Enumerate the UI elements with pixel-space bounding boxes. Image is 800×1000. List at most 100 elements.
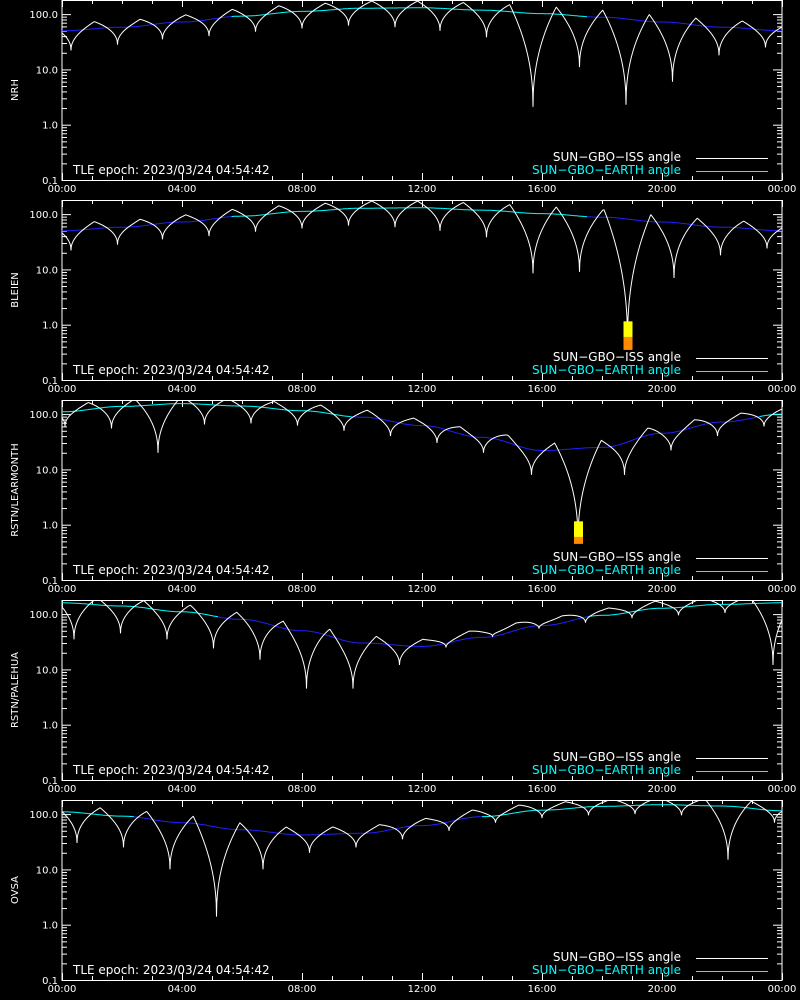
y-tick-label: 1.0 xyxy=(42,321,58,332)
y-axis-label: RSTN/LEARMONTH xyxy=(10,443,21,537)
y-axis-label: RSTN/PALEHUA xyxy=(10,652,21,728)
x-tick-label: 08:00 xyxy=(288,584,317,595)
earth-angle-series xyxy=(62,207,782,232)
y-tick-label: 100.0 xyxy=(29,810,58,821)
earth-line-visible xyxy=(62,602,219,618)
x-tick-label: 00:00 xyxy=(48,184,77,195)
chart-panel-1: 00:00 04:00 08:00 12:00 16:00 20:00 00:000.11.… xyxy=(10,200,796,395)
legend-earth-label: SUN−GBO−EARTH angle xyxy=(532,163,681,177)
chart-panel-4: 00:00 04:00 08:00 12:00 16:00 20:00 00:000.11.… xyxy=(10,800,797,995)
x-tick-label: 00:00 xyxy=(768,184,797,195)
earth-line-hidden xyxy=(586,216,782,232)
x-tick-label: 04:00 xyxy=(168,184,197,195)
legend-earth-label: SUN−GBO−EARTH angle xyxy=(532,963,681,977)
conjunction-flag-yellow xyxy=(623,321,633,337)
x-tick-label: 08:00 xyxy=(288,784,317,795)
earth-angle-series xyxy=(62,403,782,451)
earth-angle-series xyxy=(62,7,782,32)
earth-line-hidden xyxy=(133,816,483,836)
x-tick-label: 20:00 xyxy=(648,184,677,195)
y-tick-label: 10.0 xyxy=(36,865,58,876)
earth-line-visible xyxy=(231,7,588,18)
earth-line-hidden xyxy=(217,616,589,647)
earth-line-visible xyxy=(759,413,782,418)
chart-panel-0: 00:00 04:00 08:00 12:00 16:00 20:00 00:000.11.… xyxy=(10,0,796,195)
x-tick-label: 12:00 xyxy=(408,184,437,195)
iss-line xyxy=(62,800,782,917)
x-tick-label: 04:00 xyxy=(168,784,197,795)
x-tick-label: 00:00 xyxy=(48,384,77,395)
y-tick-label: 100.0 xyxy=(29,210,58,221)
y-tick-label: 10.0 xyxy=(36,665,58,676)
legend-iss-label: SUN−GBO−ISS angle xyxy=(553,950,681,964)
x-tick-label: 00:00 xyxy=(48,584,77,595)
x-tick-label: 00:00 xyxy=(48,784,77,795)
iss-line xyxy=(62,200,782,342)
earth-line-hidden xyxy=(351,416,760,451)
earth-line-hidden xyxy=(62,16,232,32)
x-tick-label: 12:00 xyxy=(408,584,437,595)
earth-line-hidden xyxy=(62,216,232,232)
x-tick-label: 16:00 xyxy=(528,984,557,995)
legend-iss-label: SUN−GBO−ISS angle xyxy=(553,350,681,364)
x-tick-label: 16:00 xyxy=(528,584,557,595)
earth-angle-series xyxy=(62,804,782,836)
y-tick-label: 1.0 xyxy=(42,921,58,932)
earth-line-visible xyxy=(62,811,135,818)
x-tick-label: 04:00 xyxy=(168,584,197,595)
y-tick-label: 100.0 xyxy=(29,610,58,621)
x-tick-label: 20:00 xyxy=(648,584,677,595)
tle-epoch-label: TLE epoch: 2023/03/24 04:54:42 xyxy=(72,163,270,177)
x-tick-label: 08:00 xyxy=(288,984,317,995)
y-tick-label: 10.0 xyxy=(36,265,58,276)
legend-earth-label: SUN−GBO−EARTH angle xyxy=(532,563,681,577)
y-tick-label: 1.0 xyxy=(42,521,58,532)
x-tick-label: 04:00 xyxy=(168,984,197,995)
x-tick-label: 16:00 xyxy=(528,784,557,795)
y-tick-label: 10.0 xyxy=(36,65,58,76)
conjunction-flag-orange xyxy=(574,536,583,544)
iss-line xyxy=(62,0,782,107)
chart-panel-2: 00:00 04:00 08:00 12:00 16:00 20:00 00:000.11.… xyxy=(10,400,797,595)
iss-angle-series xyxy=(62,800,782,917)
x-tick-label: 20:00 xyxy=(648,384,677,395)
y-tick-label: 100.0 xyxy=(29,10,58,21)
conjunction-flag-yellow xyxy=(574,521,583,537)
y-tick-label: 10.0 xyxy=(36,465,58,476)
x-tick-label: 12:00 xyxy=(408,384,437,395)
x-tick-label: 20:00 xyxy=(648,784,677,795)
x-tick-label: 08:00 xyxy=(288,384,317,395)
y-axis-label: NRH xyxy=(10,79,21,101)
legend-iss-label: SUN−GBO−ISS angle xyxy=(553,550,681,564)
x-tick-label: 00:00 xyxy=(48,984,77,995)
x-tick-label: 08:00 xyxy=(288,184,317,195)
legend-iss-label: SUN−GBO−ISS angle xyxy=(553,750,681,764)
earth-line-visible xyxy=(482,804,782,818)
x-tick-label: 00:00 xyxy=(768,384,797,395)
x-tick-label: 12:00 xyxy=(408,784,437,795)
y-tick-label: 1.0 xyxy=(42,721,58,732)
conjunction-flag-orange xyxy=(623,336,633,350)
legend-earth-label: SUN−GBO−EARTH angle xyxy=(532,363,681,377)
iss-angle-series xyxy=(62,400,782,542)
x-tick-label: 00:00 xyxy=(768,584,797,595)
earth-line-hidden xyxy=(586,16,782,32)
earth-line-visible xyxy=(231,207,588,218)
y-tick-label: 100.0 xyxy=(29,410,58,421)
tle-epoch-label: TLE epoch: 2023/03/24 04:54:42 xyxy=(72,363,270,377)
tle-epoch-label: TLE epoch: 2023/03/24 04:54:42 xyxy=(72,563,270,577)
iss-line xyxy=(62,400,782,542)
y-tick-label: 0.1 xyxy=(42,176,58,187)
y-tick-label: 0.1 xyxy=(42,976,58,987)
iss-angle-series xyxy=(62,600,782,689)
chart-panel-3: 00:00 04:00 08:00 12:00 16:00 20:00 00:000.11.… xyxy=(10,600,796,795)
iss-line xyxy=(62,600,782,689)
x-tick-label: 00:00 xyxy=(768,984,797,995)
tle-epoch-label: TLE epoch: 2023/03/24 04:54:42 xyxy=(72,963,270,977)
x-tick-label: 12:00 xyxy=(408,984,437,995)
y-tick-label: 0.1 xyxy=(42,376,58,387)
y-tick-label: 0.1 xyxy=(42,776,58,787)
tle-epoch-label: TLE epoch: 2023/03/24 04:54:42 xyxy=(72,763,270,777)
y-tick-label: 0.1 xyxy=(42,576,58,587)
